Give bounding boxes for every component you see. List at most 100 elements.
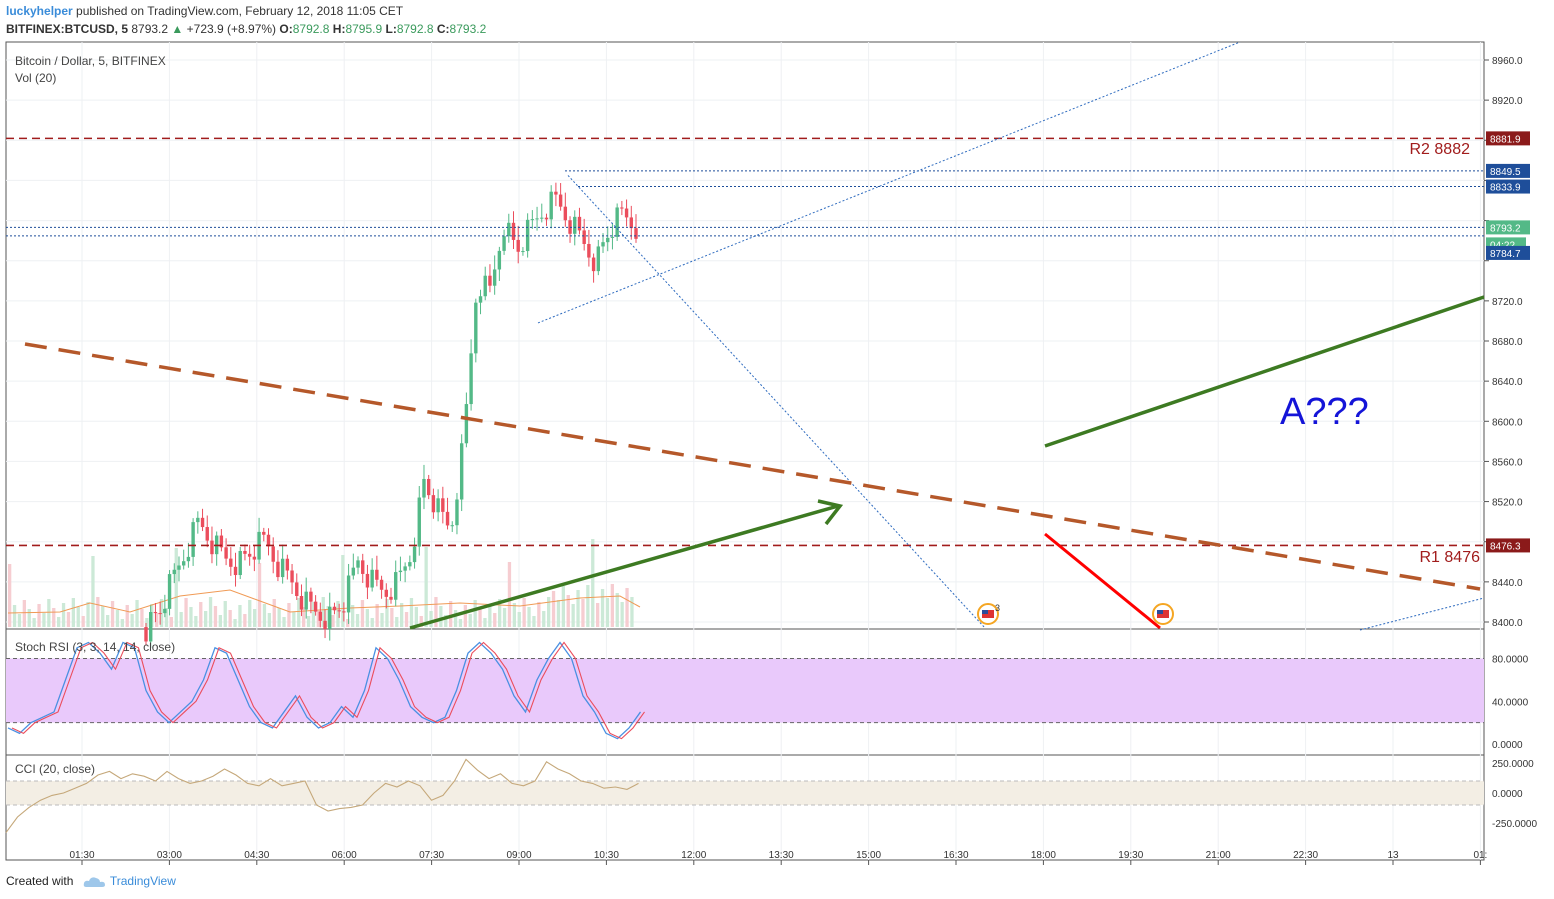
- volume-bar: [22, 600, 26, 627]
- volume-bar: [130, 614, 134, 627]
- candle-body: [606, 237, 610, 243]
- y-tick-label: 8640.0: [1492, 377, 1523, 388]
- x-tick-label: 18:00: [1031, 850, 1056, 861]
- candle-body: [450, 525, 454, 527]
- volume-bar: [596, 603, 600, 627]
- volume-bar: [610, 584, 614, 627]
- volume-bar: [424, 547, 428, 627]
- candle-body: [587, 243, 591, 258]
- x-tick-label: 01:30: [69, 850, 94, 861]
- x-tick-label: 13: [1387, 850, 1399, 861]
- volume-bar: [66, 612, 71, 627]
- footer: Created with TradingView: [6, 874, 176, 888]
- price-badge-label: 8784.7: [1490, 249, 1521, 260]
- y-tick-label: 8520.0: [1492, 498, 1523, 509]
- volume-bar: [159, 599, 164, 627]
- volume-bar: [463, 605, 467, 627]
- candle-body: [483, 275, 487, 297]
- open-value: 8792.8: [292, 22, 330, 36]
- candle-body: [313, 601, 318, 612]
- candle-body: [544, 217, 549, 220]
- trend-line-lower: [1359, 597, 1485, 631]
- x-tick-label: 15:00: [856, 850, 881, 861]
- volume-bar: [346, 619, 350, 627]
- candle-body: [601, 242, 605, 247]
- green-scenario-line: [1044, 295, 1485, 448]
- volume-bar: [360, 600, 365, 627]
- level-r2-label: R2 8882: [1410, 141, 1471, 158]
- volume-bar: [248, 600, 252, 627]
- candle-body: [422, 478, 426, 498]
- volume-bar: [488, 604, 492, 627]
- author-link[interactable]: luckyhelper: [6, 4, 73, 18]
- volume-bar: [370, 618, 374, 627]
- x-tick-label: 12:00: [681, 850, 706, 861]
- candle-body: [280, 558, 285, 578]
- volume-bar: [336, 601, 340, 627]
- candle-body: [620, 207, 624, 209]
- price-badge: [1486, 538, 1530, 553]
- candle-body: [554, 191, 558, 195]
- volume-bar: [341, 555, 345, 627]
- volume-bar: [120, 619, 124, 627]
- volume-bar: [600, 589, 605, 627]
- volume-bar: [512, 603, 516, 627]
- volume-bar: [390, 608, 394, 627]
- publish-line: luckyhelper published on TradingView.com…: [6, 4, 403, 18]
- volume-bar: [155, 613, 159, 627]
- candle-body: [535, 218, 539, 220]
- volume-bar: [591, 539, 595, 627]
- candle-body: [549, 191, 553, 220]
- volume-bar: [213, 606, 218, 627]
- candle-body: [356, 560, 360, 568]
- x-tick-label: 22:30: [1293, 850, 1318, 861]
- candle-body: [530, 219, 535, 221]
- volume-bar: [223, 601, 227, 627]
- candle-body: [379, 579, 384, 590]
- cci-tick-label: 250.0000: [1492, 759, 1534, 770]
- volume-bar: [262, 604, 267, 627]
- volume-bar: [233, 619, 237, 627]
- volume-bar: [184, 598, 188, 627]
- volume-bar: [238, 605, 242, 627]
- volume-bar: [179, 612, 183, 627]
- volume-bar: [145, 618, 149, 627]
- volume-bar: [57, 617, 61, 627]
- price-badge-label: 8881.9: [1490, 134, 1521, 145]
- candle-body: [318, 611, 323, 621]
- low-label: L:: [385, 22, 397, 36]
- close-label: C:: [436, 22, 450, 36]
- volume-bar: [551, 591, 556, 627]
- volume-bar: [32, 618, 36, 627]
- volume-bar: [576, 590, 580, 627]
- candle-body: [582, 230, 586, 244]
- candle-body: [384, 589, 388, 597]
- candle-body: [191, 522, 195, 557]
- volume-bar: [444, 615, 448, 627]
- volume-bar: [434, 597, 438, 627]
- y-tick-label: 8400.0: [1492, 618, 1523, 629]
- volume-bar: [355, 614, 360, 627]
- us-flag-event-icon: [982, 610, 988, 614]
- volume-bar: [208, 597, 213, 627]
- volume-bar: [561, 586, 565, 627]
- volume-bar: [547, 597, 551, 627]
- volume-bar: [27, 609, 31, 627]
- candle-body: [149, 612, 153, 642]
- volume-bar: [76, 607, 80, 627]
- volume-bar: [351, 605, 355, 627]
- candle-body: [370, 569, 374, 588]
- main-pane-title: Bitcoin / Dollar, 5, BITFINEX: [15, 54, 166, 68]
- volume-bar: [380, 613, 384, 627]
- candle-body: [219, 535, 224, 548]
- volume-bar: [527, 607, 531, 627]
- candle-body: [271, 546, 275, 562]
- volume-bar: [542, 611, 546, 627]
- volume-bar: [331, 615, 335, 627]
- volume-bar: [47, 599, 51, 627]
- x-tick-label: 10:30: [594, 850, 619, 861]
- tradingview-link[interactable]: TradingView: [109, 874, 176, 888]
- candle-body: [375, 569, 379, 580]
- volume-bar: [453, 610, 458, 627]
